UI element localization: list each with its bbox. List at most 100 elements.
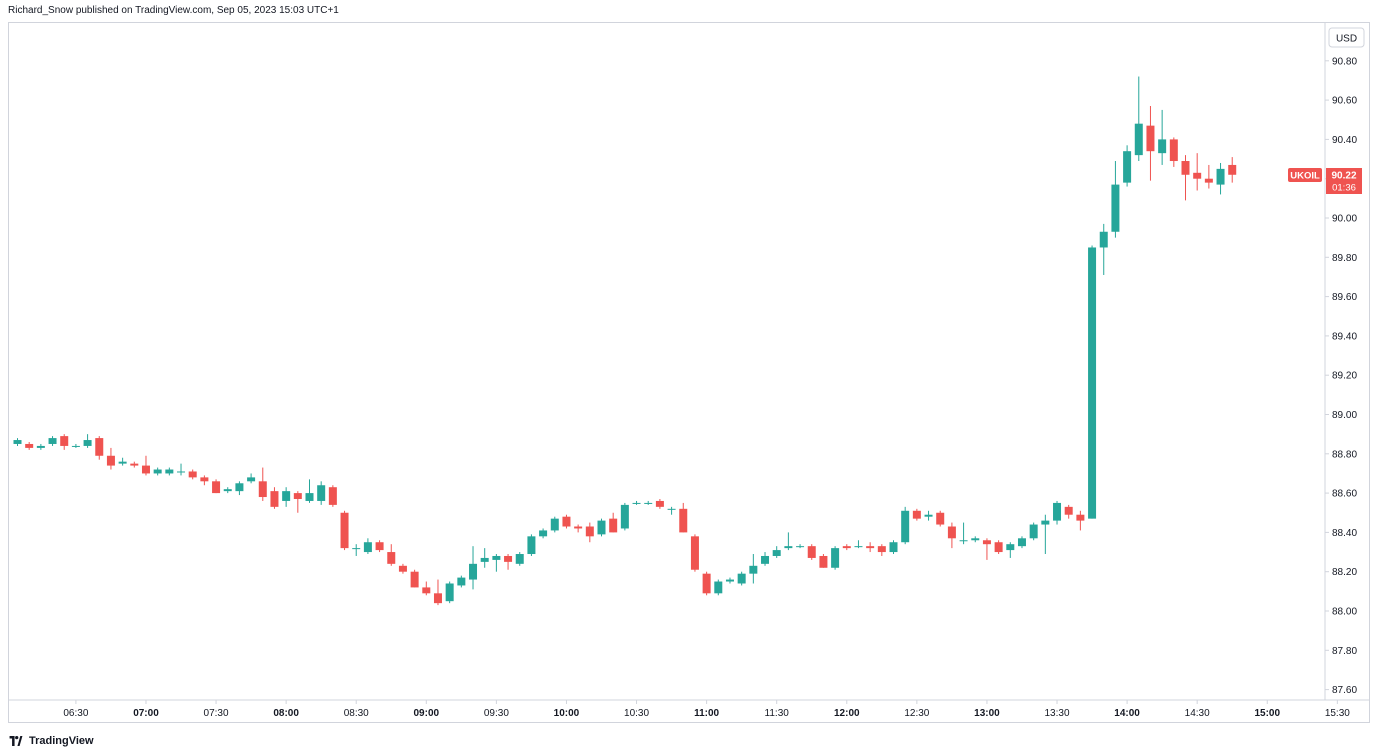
price-tick-label: 87.60 xyxy=(1332,685,1357,696)
candle xyxy=(247,473,256,484)
candle-body xyxy=(679,508,688,533)
candle-body xyxy=(188,471,197,478)
candle xyxy=(539,528,548,539)
candle-body xyxy=(550,518,559,531)
candle-body xyxy=(235,483,244,492)
candle xyxy=(1041,514,1050,555)
candle xyxy=(807,544,816,560)
candle-body xyxy=(527,536,536,555)
candle xyxy=(690,534,699,572)
candle xyxy=(25,442,34,450)
currency-button[interactable]: USD xyxy=(1328,27,1365,48)
candle-body xyxy=(912,510,921,519)
time-tick-label: 13:00 xyxy=(974,708,1000,719)
candle-body xyxy=(1029,524,1038,539)
candle xyxy=(842,544,851,551)
tradingview-branding[interactable]: TradingView xyxy=(8,733,94,749)
candle-body xyxy=(1041,520,1050,525)
candle-body xyxy=(539,530,548,537)
candle-body xyxy=(819,555,828,568)
candle-body xyxy=(515,554,524,564)
candle-body xyxy=(387,552,396,564)
candle xyxy=(282,487,291,507)
candle-body xyxy=(620,504,629,529)
candle xyxy=(328,485,337,507)
candle-body xyxy=(1216,168,1225,185)
candle-body xyxy=(1123,151,1132,183)
candle-body xyxy=(784,546,793,549)
candle xyxy=(947,522,956,549)
price-axis[interactable]: 87.60 87.80 88.00 88.20 88.40 88.60 88.80 89.00… xyxy=(1324,23,1357,700)
candle-body xyxy=(352,548,361,550)
symbol-tag xyxy=(1288,168,1322,182)
candle-body xyxy=(1228,164,1237,175)
candle xyxy=(387,544,396,566)
candle xyxy=(130,461,139,468)
candle xyxy=(457,575,466,588)
candle-body xyxy=(644,502,653,504)
candle-body xyxy=(901,510,910,543)
candle-body xyxy=(1169,139,1178,162)
candle xyxy=(1123,145,1132,187)
price-tick-label: 88.80 xyxy=(1332,449,1357,460)
candle xyxy=(1181,155,1190,201)
candle-body xyxy=(632,502,641,504)
candle-body xyxy=(994,542,1003,553)
candle-body xyxy=(305,493,314,501)
candle xyxy=(784,532,793,551)
time-tick-label: 14:00 xyxy=(1114,708,1140,719)
candle xyxy=(363,538,372,555)
candle xyxy=(340,510,349,551)
candle-body xyxy=(375,542,384,551)
candle-body xyxy=(1193,172,1202,179)
candle-body xyxy=(153,469,162,474)
time-tick-label: 12:00 xyxy=(834,708,860,719)
candle xyxy=(1146,105,1155,181)
candle xyxy=(235,481,244,496)
candle-body xyxy=(422,587,431,594)
candle-body xyxy=(48,438,57,444)
candle xyxy=(48,436,57,446)
price-tick-label: 88.60 xyxy=(1332,489,1357,500)
candle-body xyxy=(177,471,186,473)
price-tick-label: 88.00 xyxy=(1332,607,1357,618)
candle-body xyxy=(597,520,606,535)
candle xyxy=(796,544,805,549)
candle xyxy=(1204,164,1213,189)
candle xyxy=(480,548,489,568)
candle xyxy=(655,498,664,509)
candle xyxy=(504,554,513,570)
candle-body xyxy=(1204,178,1213,183)
candle-body xyxy=(761,555,770,564)
candle-body xyxy=(1099,231,1108,248)
candle-body xyxy=(293,493,302,499)
price-tick-label: 89.00 xyxy=(1332,410,1357,421)
candle xyxy=(433,579,442,606)
candle xyxy=(1029,522,1038,541)
candle xyxy=(527,534,536,556)
price-tick-label: 88.40 xyxy=(1332,528,1357,539)
candle xyxy=(352,544,361,556)
candle-body xyxy=(1053,502,1062,521)
time-axis[interactable]: 06:30 07:00 07:30 08:00 08:30 09:00 09:30 10:00… xyxy=(8,699,1370,719)
time-tick-label: 13:30 xyxy=(1045,708,1070,719)
candle xyxy=(819,554,828,568)
candle-body xyxy=(667,508,676,510)
candle xyxy=(644,500,653,505)
candle-body xyxy=(1088,247,1097,519)
candle-body xyxy=(947,526,956,539)
candle xyxy=(959,522,968,545)
candle xyxy=(971,536,980,543)
candle-body xyxy=(1017,538,1026,547)
candle-body xyxy=(457,577,466,586)
candle-body xyxy=(831,548,840,568)
candle-body xyxy=(982,540,991,545)
time-tick-label: 07:00 xyxy=(133,708,159,719)
candle-body xyxy=(807,546,816,558)
price-tick-label: 90.40 xyxy=(1332,135,1357,146)
candle-body xyxy=(1158,139,1167,154)
candles-layer xyxy=(13,76,1237,606)
candle xyxy=(293,491,302,513)
candle-body xyxy=(130,463,139,466)
